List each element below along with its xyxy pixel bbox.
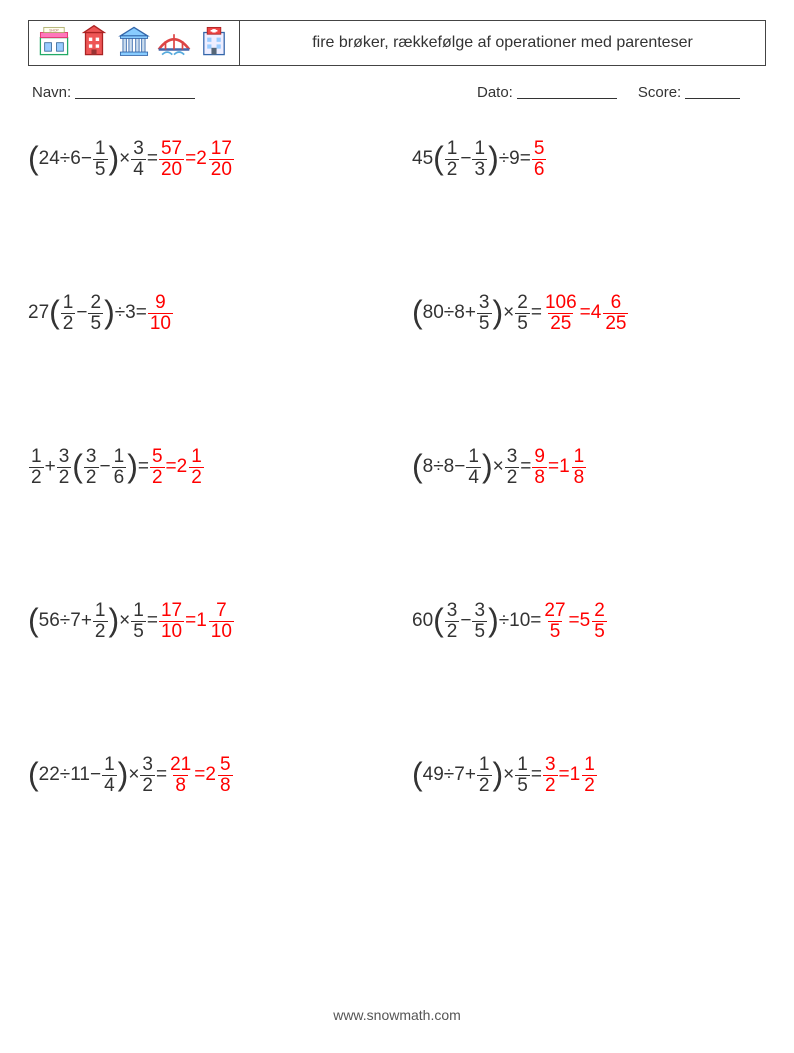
header-icons: SHOP bbox=[29, 21, 240, 65]
name-blank bbox=[75, 98, 195, 99]
worksheet-title: fire brøker, rækkefølge af operationer m… bbox=[240, 21, 765, 65]
problem-answer: 98 = 118 bbox=[531, 447, 587, 488]
shop-building-icon: SHOP bbox=[37, 24, 71, 63]
svg-text:SHOP: SHOP bbox=[49, 28, 59, 32]
problem-expression: (49 ÷ 7 + 12) × 15 = bbox=[412, 755, 542, 796]
problems-grid: (24 ÷ 6 − 15) × 34 = 5720 = 21720 45(12 −… bbox=[28, 137, 766, 797]
problem-answer: 275 = 525 bbox=[541, 601, 607, 642]
problem-expression: (8 ÷ 8 − 14) × 32 = bbox=[412, 447, 531, 488]
worksheet-page: SHOP fire brøker, rækkefølge af operatio… bbox=[0, 0, 794, 1053]
problem-expression: (56 ÷ 7 + 12) × 15 = bbox=[28, 601, 158, 642]
problem-2: 45(12 − 13) ÷ 9 = 56 bbox=[412, 137, 766, 181]
problem-9: (22 ÷ 11 − 14) × 32 = 218 = 258 bbox=[28, 753, 382, 797]
name-label: Navn: bbox=[32, 84, 71, 101]
name-field: Navn: bbox=[32, 84, 317, 101]
problem-4: (80 ÷ 8 + 35) × 25 = 10625 = 4625 bbox=[412, 291, 766, 335]
problem-7: (56 ÷ 7 + 12) × 15 = 1710 = 1710 bbox=[28, 599, 382, 643]
problem-3: 27(12 − 25) ÷ 3 = 910 bbox=[28, 291, 382, 335]
problem-expression: (24 ÷ 6 − 15) × 34 = bbox=[28, 139, 158, 180]
problem-answer: 910 bbox=[147, 293, 174, 334]
problem-expression: 60(32 − 35) ÷ 10 = bbox=[412, 601, 541, 642]
problem-answer: 10625 = 4625 bbox=[542, 293, 630, 334]
columns-building-icon bbox=[117, 24, 151, 63]
problem-8: 60(32 − 35) ÷ 10 = 275 = 525 bbox=[412, 599, 766, 643]
problem-answer: 32 = 112 bbox=[542, 755, 598, 796]
problem-expression: (80 ÷ 8 + 35) × 25 = bbox=[412, 293, 542, 334]
header: SHOP fire brøker, rækkefølge af operatio… bbox=[28, 20, 766, 66]
problem-10: (49 ÷ 7 + 12) × 15 = 32 = 112 bbox=[412, 753, 766, 797]
problem-answer: 218 = 258 bbox=[167, 755, 233, 796]
problem-1: (24 ÷ 6 − 15) × 34 = 5720 = 21720 bbox=[28, 137, 382, 181]
footer-url: www.snowmath.com bbox=[0, 1007, 794, 1023]
problem-answer: 1710 = 1710 bbox=[158, 601, 235, 642]
date-label: Dato: bbox=[477, 84, 513, 101]
problem-expression: 27(12 − 25) ÷ 3 = bbox=[28, 293, 147, 334]
problem-answer: 5720 = 21720 bbox=[158, 139, 235, 180]
bridge-building-icon bbox=[157, 24, 191, 63]
score-label: Score: bbox=[638, 84, 681, 101]
hospital-building-icon bbox=[197, 24, 231, 63]
problem-5: 12 + 32(32 − 16) = 52 = 212 bbox=[28, 445, 382, 489]
problem-6: (8 ÷ 8 − 14) × 32 = 98 = 118 bbox=[412, 445, 766, 489]
date-blank bbox=[517, 98, 617, 99]
problem-expression: 12 + 32(32 − 16) = bbox=[28, 447, 149, 488]
problem-answer: 52 = 212 bbox=[149, 447, 205, 488]
problem-expression: (22 ÷ 11 − 14) × 32 = bbox=[28, 755, 167, 796]
red-building-icon bbox=[77, 24, 111, 63]
problem-answer: 56 bbox=[531, 139, 548, 180]
meta-row: Navn: Dato: Score: bbox=[28, 84, 766, 101]
problem-expression: 45(12 − 13) ÷ 9 = bbox=[412, 139, 531, 180]
score-blank bbox=[685, 98, 740, 99]
